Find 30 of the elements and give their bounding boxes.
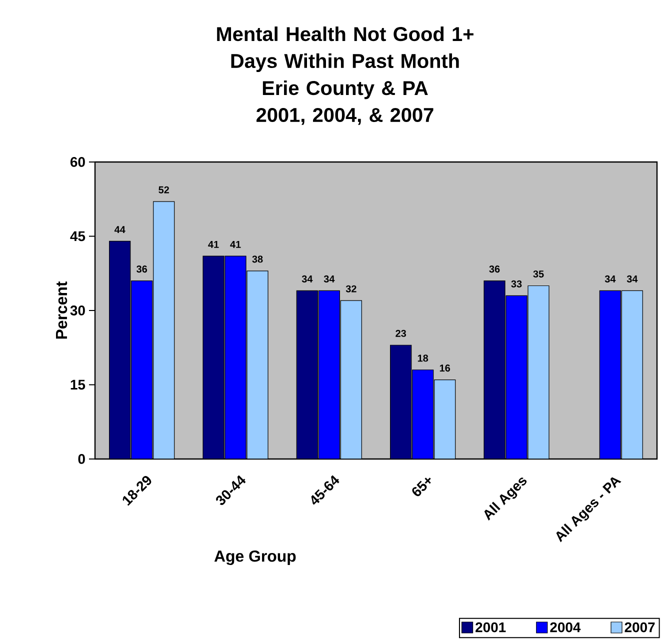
data-label: 41 [230,240,241,248]
data-label: 36 [489,266,500,273]
data-label: 38 [252,256,263,263]
chart-subtitle: Erie County & PA 2001, 2004, & 2007 [256,80,434,125]
data-label: 16 [440,364,450,372]
data-label: 18 [418,354,428,362]
y-tick-label: 45 [70,231,86,242]
x-tick-label: 65+ [412,478,431,496]
data-label: 44 [114,226,126,233]
y-tick-label: 60 [70,157,85,167]
legend-label: 2007 [624,622,655,632]
data-label: 36 [136,266,148,273]
y-tick-label: 15 [70,380,86,390]
data-label: 23 [396,330,406,337]
data-label: 41 [208,240,219,248]
chart-title: Mental Health Not Good 1+ Days Within Past Month [217,26,474,72]
data-label: 33 [511,280,522,288]
data-label: 35 [533,270,544,278]
data-label: 52 [158,186,169,194]
data-label: 34 [604,275,616,282]
data-label: 32 [346,285,356,292]
data-label: 34 [626,275,638,282]
y-tick-label: 0 [78,454,85,464]
x-axis-title: Age Group [214,550,296,566]
legend-label: 2001 [476,622,506,632]
y-axis-title: Percent [56,281,68,339]
y-tick-label: 30 [70,306,85,316]
data-label: 34 [302,275,313,282]
data-label: 34 [324,275,335,282]
legend-label: 2004 [550,622,581,632]
